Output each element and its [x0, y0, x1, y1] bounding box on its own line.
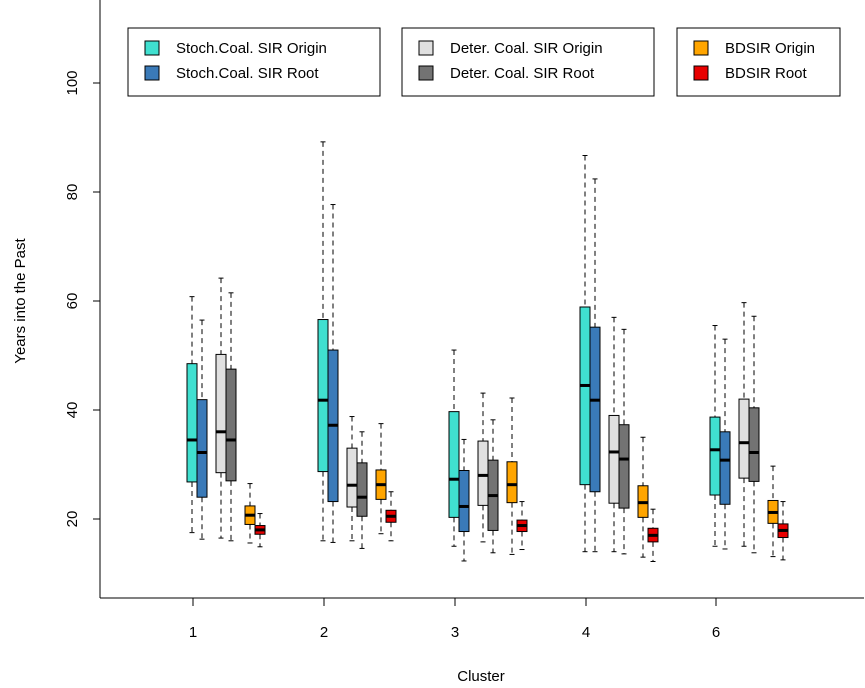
legend-swatch: [418, 40, 434, 56]
box: [448, 411, 460, 518]
y-tick-label: 40: [64, 402, 81, 419]
legend-label: BDSIR Root: [725, 65, 808, 82]
x-tick-label: 6: [712, 624, 720, 641]
box: [356, 462, 368, 517]
legend-label: Stoch.Coal. SIR Origin: [176, 40, 327, 57]
x-tick-label: 2: [320, 624, 328, 641]
box: [748, 407, 760, 482]
box-group: [767, 465, 779, 558]
box-group: [225, 292, 237, 542]
box-group: [448, 349, 460, 547]
x-tick-label: 1: [189, 624, 197, 641]
box-group: [186, 296, 198, 534]
legend-swatch: [693, 65, 709, 81]
legend-label: Deter. Coal. SIR Root: [450, 65, 595, 82]
box-group: [244, 483, 256, 544]
legend-group: BDSIR Origin BDSIR Root: [676, 27, 841, 97]
box-group: [637, 436, 649, 558]
y-tick-label: 80: [64, 184, 81, 201]
legend-box: [127, 27, 381, 97]
x-tick-label: 3: [451, 624, 459, 641]
box-group: [579, 154, 591, 553]
box: [579, 306, 591, 486]
box: [196, 399, 208, 498]
legend-box: [676, 27, 841, 97]
legend: Stoch.Coal. SIR Origin Stoch.Coal. SIR Ro…: [127, 27, 841, 97]
y-axis-title: Years into the Past: [12, 237, 29, 363]
legend-swatch: [418, 65, 434, 81]
box: [215, 353, 227, 474]
box-group: [618, 328, 630, 555]
y-tick-label: 20: [64, 511, 81, 528]
box: [225, 368, 237, 482]
box-group: [516, 501, 528, 551]
box: [719, 431, 731, 505]
box-group: [506, 397, 518, 555]
box-group: [196, 319, 208, 540]
box-group: [589, 178, 601, 553]
legend-label: BDSIR Origin: [725, 40, 815, 57]
legend-swatch: [693, 40, 709, 56]
box-group: [738, 302, 750, 547]
plot-frame: [99, 0, 864, 599]
box: [477, 440, 489, 506]
x-tick-label: 4: [582, 624, 590, 641]
box-group: [215, 277, 227, 539]
box-group: [356, 431, 368, 549]
y-tick-label: 60: [64, 293, 81, 310]
legend-group: Deter. Coal. SIR Origin Deter. Coal. SIR …: [401, 27, 655, 97]
box-group: [719, 338, 731, 550]
box: [458, 469, 470, 533]
box-group: [346, 416, 358, 542]
legend-label: Deter. Coal. SIR Origin: [450, 40, 603, 57]
box-group: [477, 392, 489, 543]
box: [317, 319, 329, 473]
box: [589, 326, 601, 493]
legend-box: [401, 27, 655, 97]
box-group: [254, 513, 266, 548]
boxplots: [186, 141, 789, 563]
y-axis: 20 40 60 80 100: [64, 70, 100, 527]
box-group: [317, 141, 329, 542]
box: [738, 398, 750, 479]
box: [618, 424, 630, 509]
box: [346, 447, 358, 508]
y-tick-label: 100: [64, 70, 81, 95]
legend-label: Stoch.Coal. SIR Root: [176, 65, 319, 82]
box-group: [748, 315, 760, 554]
box-group: [608, 316, 620, 553]
box: [506, 461, 518, 504]
box: [186, 363, 198, 483]
box-group: [487, 419, 499, 554]
x-axis-title: Cluster: [457, 668, 505, 685]
box: [608, 414, 620, 504]
x-axis: 1 2 3 4 6: [189, 598, 720, 641]
box-group: [327, 204, 339, 543]
box-group: [385, 491, 397, 542]
box-group: [375, 423, 387, 535]
box-group: [458, 438, 470, 562]
legend-group: Stoch.Coal. SIR Origin Stoch.Coal. SIR Ro…: [127, 27, 381, 97]
box-group: [647, 508, 659, 563]
box: [709, 416, 721, 496]
box-group: [777, 501, 789, 561]
box-group: [709, 325, 721, 547]
legend-swatch: [144, 65, 160, 81]
legend-swatch: [144, 40, 160, 56]
